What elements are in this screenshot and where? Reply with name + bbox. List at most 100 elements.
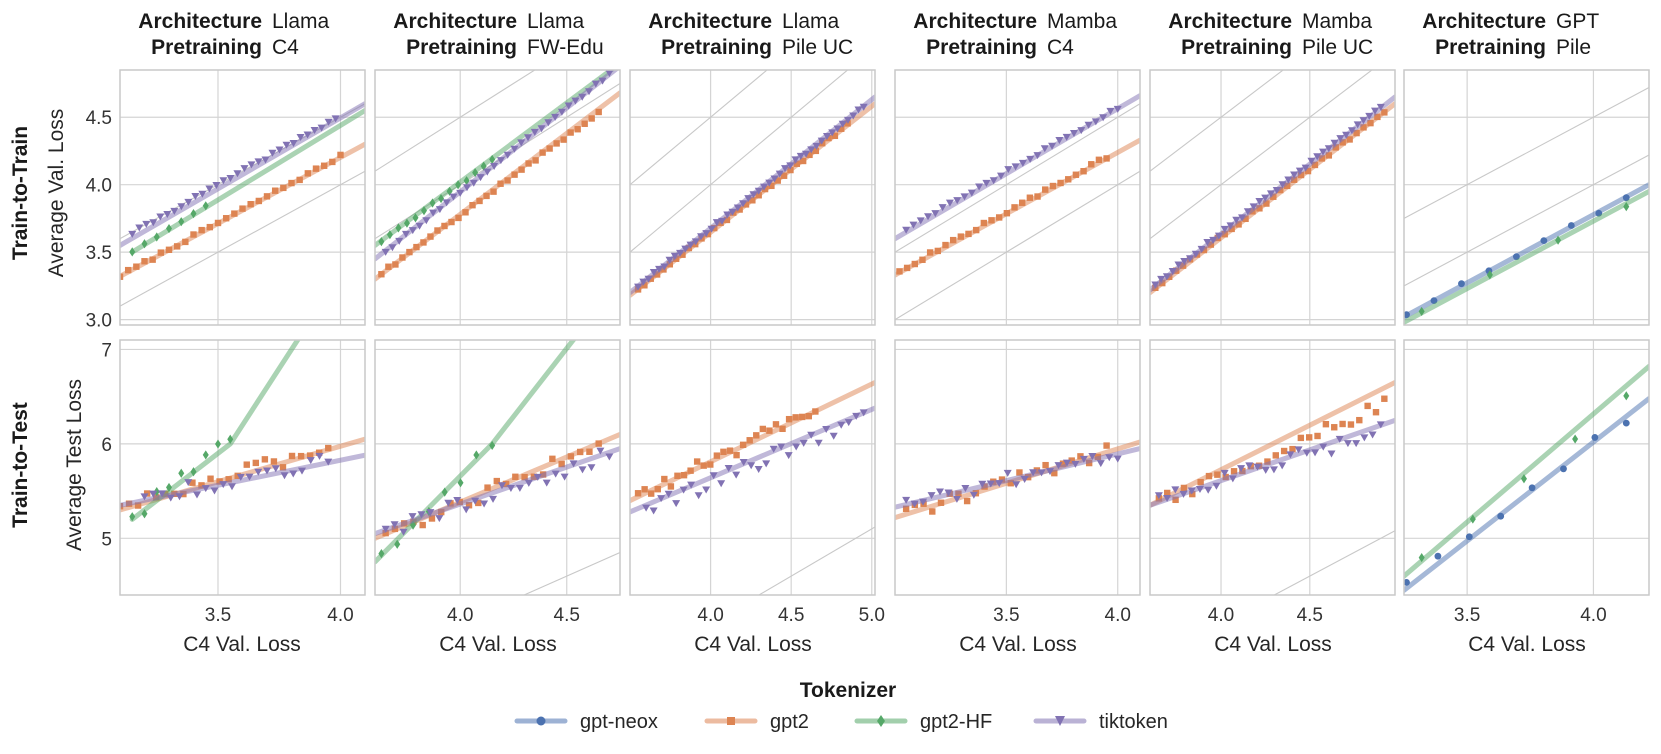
data-point <box>289 470 298 478</box>
data-point <box>1270 193 1277 200</box>
legend-entry-tiktoken: tiktoken <box>1033 711 1168 733</box>
data-point <box>120 273 124 280</box>
data-point <box>465 502 473 509</box>
data-point <box>1332 144 1339 151</box>
data-point <box>484 484 491 491</box>
x-tick-label: 4.5 <box>554 605 580 626</box>
data-point <box>1103 155 1110 162</box>
data-point <box>1255 198 1264 206</box>
column-header-6: Architecture GPT Pretraining Pile <box>1422 10 1599 59</box>
data-point <box>1290 176 1298 183</box>
data-point <box>388 244 397 252</box>
data-point <box>189 479 196 486</box>
data-point <box>1418 306 1425 317</box>
data-point <box>564 102 573 110</box>
data-point <box>578 93 587 101</box>
data-point <box>926 249 934 256</box>
data-point <box>723 216 731 224</box>
panel-frame <box>1403 69 1650 326</box>
header-architecture-value: Mamba <box>1302 10 1372 33</box>
data-point <box>672 500 681 508</box>
data-point <box>780 172 788 179</box>
panel-train-to-train-llama-pile-uc <box>629 69 876 326</box>
data-point <box>483 168 492 176</box>
series-gpt2 <box>895 137 1140 278</box>
data-point <box>517 139 526 147</box>
data-point <box>1237 465 1246 473</box>
data-point <box>1068 457 1075 464</box>
data-point <box>165 246 173 253</box>
data-point <box>558 460 565 468</box>
data-point <box>271 465 280 473</box>
data-point <box>1512 253 1520 261</box>
data-point <box>1003 210 1011 217</box>
data-point <box>746 437 753 444</box>
data-point <box>581 120 588 127</box>
header-architecture-key: Architecture <box>648 10 772 33</box>
data-point <box>1302 449 1311 457</box>
data-point <box>135 224 144 232</box>
data-point <box>1360 124 1367 131</box>
data-point <box>697 233 706 241</box>
data-point <box>1376 421 1385 429</box>
data-point <box>587 464 596 472</box>
data-point <box>1458 280 1465 288</box>
data-point <box>191 193 200 201</box>
data-point <box>649 507 658 515</box>
data-point <box>772 421 780 428</box>
data-point <box>399 528 408 536</box>
data-point <box>1249 203 1258 211</box>
data-point <box>441 222 448 230</box>
data-point <box>214 219 222 227</box>
data-point <box>166 482 172 493</box>
fit-line <box>1404 182 1649 320</box>
data-point <box>1261 194 1270 202</box>
data-point <box>551 470 560 478</box>
panels: 3.0 3.5 4.0 4.5 3.5 4.0 5 6 7 4.0 4.5 4.0 4.5 5.0 3.5 4… <box>86 69 1650 626</box>
data-point <box>995 480 1004 488</box>
data-point <box>574 126 581 133</box>
data-point <box>641 282 648 289</box>
data-point <box>801 150 810 158</box>
reference-line <box>895 170 1140 321</box>
data-point <box>1019 199 1026 206</box>
data-point <box>1364 402 1371 410</box>
data-point <box>173 243 181 250</box>
data-point <box>247 161 256 169</box>
reference-line <box>1273 530 1395 595</box>
reference-line <box>1404 87 1649 219</box>
data-point <box>275 146 284 154</box>
data-point <box>149 256 156 263</box>
data-point <box>567 129 574 136</box>
data-point <box>518 166 525 173</box>
data-point <box>1072 171 1080 178</box>
data-point <box>124 266 132 274</box>
data-point <box>128 230 137 238</box>
data-point <box>902 505 910 513</box>
data-point <box>726 447 734 454</box>
data-point <box>660 263 669 271</box>
data-point <box>1330 139 1339 147</box>
data-point <box>567 453 575 460</box>
data-point <box>1080 168 1087 175</box>
data-point <box>462 506 471 514</box>
header-pretraining-key: Pretraining <box>406 36 517 59</box>
data-point <box>222 215 230 222</box>
data-point <box>707 461 714 468</box>
data-point <box>1289 445 1296 453</box>
data-point <box>212 182 221 190</box>
data-point <box>753 432 760 439</box>
legend-label: gpt2-HF <box>920 711 992 733</box>
data-point <box>1228 475 1237 483</box>
data-point <box>435 515 444 523</box>
plot-content <box>1404 70 1649 325</box>
data-point <box>739 459 748 467</box>
data-point <box>480 500 489 508</box>
data-point <box>595 440 602 447</box>
data-point <box>524 134 533 142</box>
header-architecture-key: Architecture <box>913 10 1037 33</box>
data-point <box>306 457 315 465</box>
plot-area <box>895 340 1140 595</box>
data-point <box>644 275 653 283</box>
data-point <box>1353 121 1362 129</box>
